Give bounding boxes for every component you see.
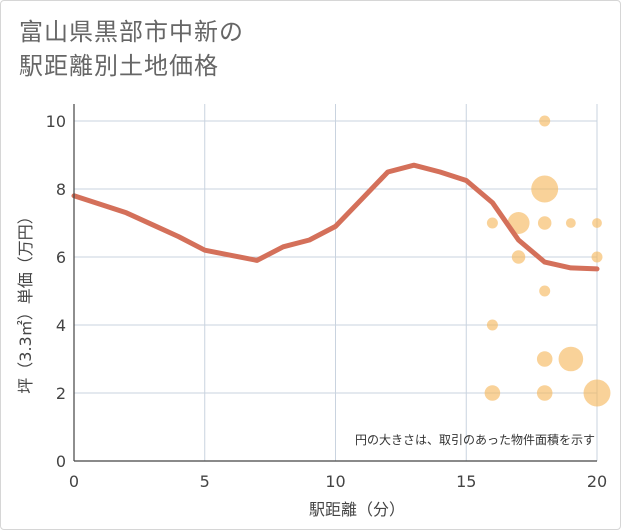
scatter-point-10 (536, 385, 553, 401)
line-series (71, 162, 600, 272)
scatter-point-5 (539, 115, 551, 127)
x-tick-label-10: 10 (325, 472, 345, 491)
chart-title-line-2: 駅距離別土地価格 (19, 52, 219, 80)
scatter-point-8 (539, 285, 551, 297)
y-tick-label-6: 6 (56, 248, 66, 267)
y-axis-title: 坪（3.3㎡）単価（万円） (16, 208, 35, 393)
chart-title: 富山県黒部市中新の 駅距離別土地価格 (19, 15, 244, 83)
scatter-point-4 (511, 250, 526, 264)
average-price-line (71, 162, 600, 272)
scatter-point-14 (591, 251, 603, 263)
scatter-point-12 (558, 346, 584, 372)
y-tick-label-10: 10 (46, 112, 66, 131)
scatter-point-11 (565, 218, 576, 228)
scatter-point-0 (486, 217, 498, 229)
y-tick-label-4: 4 (56, 316, 66, 335)
scatter-point-15 (583, 379, 611, 407)
x-tick-label-0: 0 (69, 472, 79, 491)
x-tick-label-5: 5 (200, 472, 210, 491)
y-tick-label-0: 0 (56, 452, 66, 471)
bubble-size-annotation: 円の大きさは、取引のあった物件面積を示す (355, 432, 595, 447)
scatter-point-6 (531, 175, 559, 203)
y-tick-label-8: 8 (56, 180, 66, 199)
scatter-point-7 (537, 216, 552, 230)
chart-title-line-1: 富山県黒部市中新の (19, 18, 244, 46)
scatter-point-1 (486, 319, 498, 331)
x-tick-label-15: 15 (456, 472, 476, 491)
y-tick-label-2: 2 (56, 384, 66, 403)
scatter-point-9 (536, 351, 553, 367)
scatter-point-13 (592, 218, 602, 228)
axes: 0 5 10 15 20 0 2 4 6 8 10 (46, 104, 607, 491)
x-tick-label-20: 20 (587, 472, 607, 491)
scatter-point-2 (484, 385, 501, 401)
x-axis-title: 駅距離（分） (309, 500, 405, 519)
